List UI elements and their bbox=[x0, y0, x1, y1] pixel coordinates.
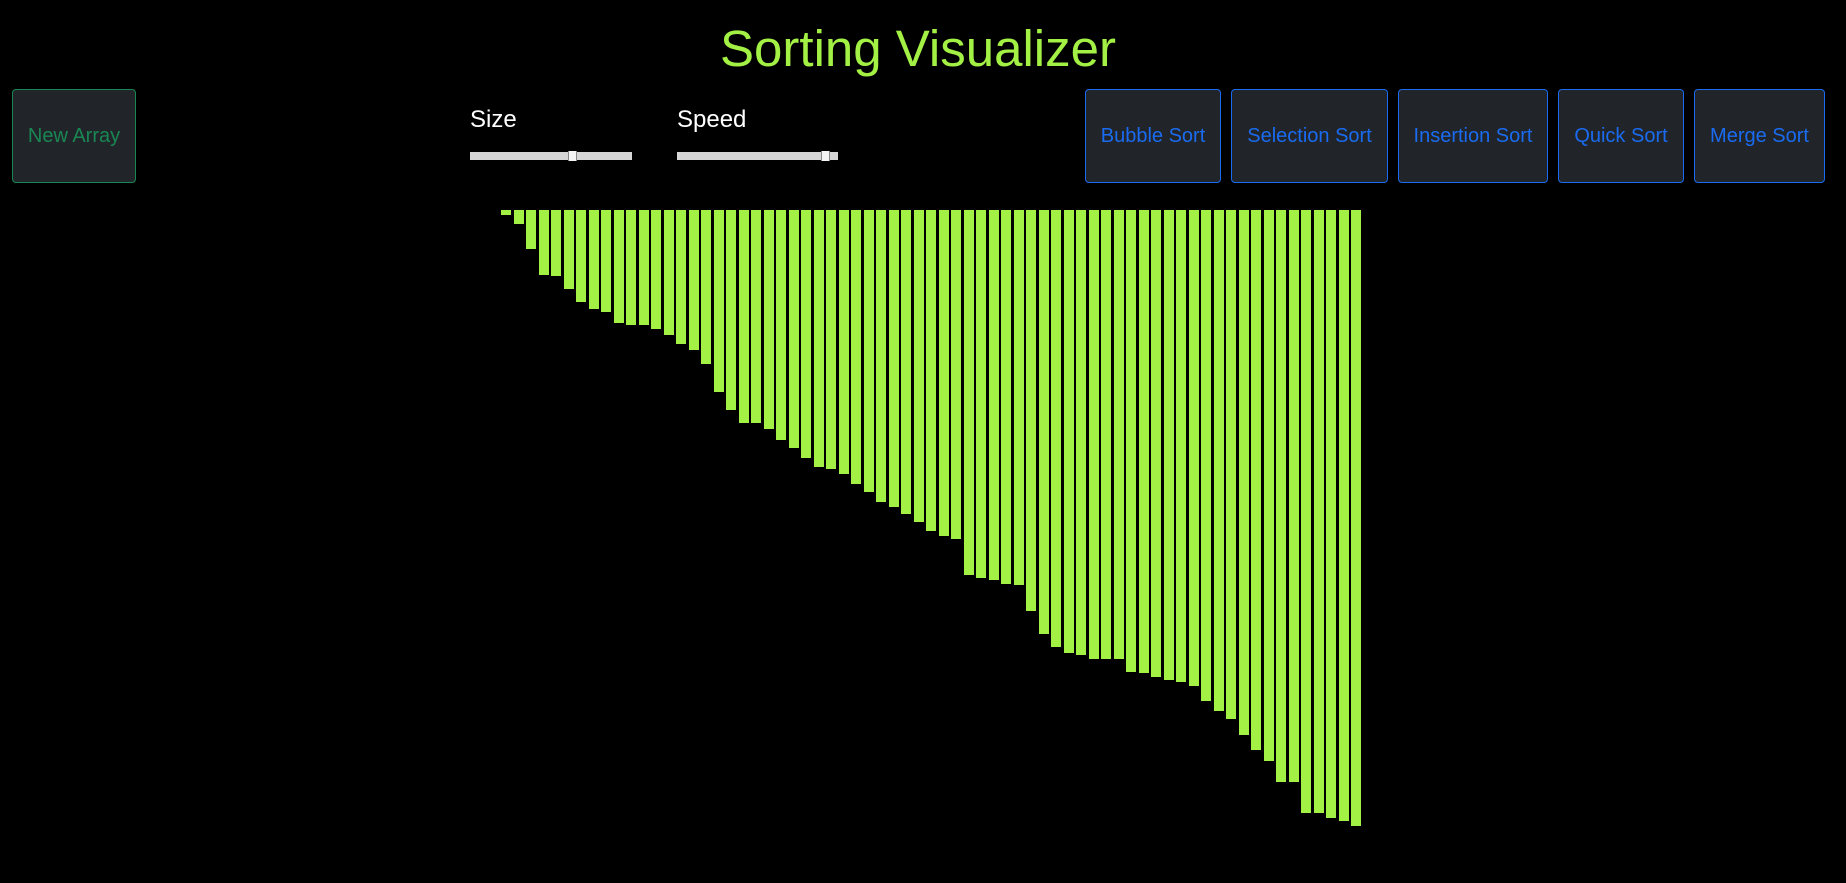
array-bar bbox=[726, 210, 736, 410]
array-bar bbox=[751, 210, 761, 424]
array-bar bbox=[813, 210, 824, 468]
array-bar bbox=[863, 210, 874, 492]
array-bar bbox=[763, 210, 774, 429]
array-bar bbox=[601, 210, 611, 312]
array-bar bbox=[1251, 210, 1261, 750]
array-bar bbox=[1138, 210, 1149, 673]
array-bar bbox=[688, 210, 699, 351]
array-bar bbox=[551, 210, 561, 276]
speed-slider-track-rest bbox=[830, 152, 838, 160]
array-bar bbox=[538, 210, 549, 275]
array-bar bbox=[563, 210, 574, 290]
array-bar bbox=[888, 210, 899, 507]
array-bar bbox=[1188, 210, 1199, 687]
bubble-sort-button[interactable]: Bubble Sort bbox=[1085, 89, 1221, 183]
insertion-sort-button[interactable]: Insertion Sort bbox=[1398, 89, 1548, 183]
size-slider-track-rest bbox=[577, 152, 632, 160]
array-bar bbox=[1076, 210, 1086, 655]
array-bar bbox=[913, 210, 924, 523]
array-bar bbox=[938, 210, 949, 536]
array-bar bbox=[526, 210, 536, 249]
speed-label: Speed bbox=[677, 106, 747, 133]
array-bar bbox=[588, 210, 599, 309]
array-bar bbox=[1163, 210, 1174, 680]
size-label: Size bbox=[470, 106, 517, 133]
array-bar bbox=[676, 210, 686, 345]
array-bar bbox=[1263, 210, 1274, 761]
array-bar bbox=[801, 210, 811, 458]
array-bar bbox=[1001, 210, 1011, 584]
new-array-button[interactable]: New Array bbox=[12, 89, 136, 183]
array-bar bbox=[1101, 210, 1111, 660]
array-bar bbox=[701, 210, 711, 364]
array-bar bbox=[713, 210, 724, 392]
array-bar bbox=[1213, 210, 1224, 712]
array-bar bbox=[1288, 210, 1299, 783]
array-bar bbox=[1201, 210, 1211, 701]
size-slider[interactable] bbox=[470, 151, 632, 161]
array-bar bbox=[1126, 210, 1136, 672]
quick-sort-button[interactable]: Quick Sort bbox=[1558, 89, 1684, 183]
speed-slider-track-filled bbox=[677, 152, 821, 160]
array-bar bbox=[951, 210, 961, 540]
array-bar bbox=[513, 210, 524, 224]
speed-slider-thumb[interactable] bbox=[821, 151, 830, 161]
array-bar bbox=[788, 210, 799, 448]
array-bar bbox=[776, 210, 786, 440]
array-bar bbox=[651, 210, 661, 329]
array-bar bbox=[1051, 210, 1061, 647]
array-bar bbox=[501, 210, 511, 216]
array-bar bbox=[1088, 210, 1099, 660]
array-bar bbox=[988, 210, 999, 580]
array-bar bbox=[826, 210, 836, 470]
array-bar bbox=[1301, 210, 1311, 813]
array-bar bbox=[576, 210, 586, 302]
array-bar bbox=[1013, 210, 1024, 586]
array-bar bbox=[851, 210, 861, 484]
array-bar bbox=[1351, 210, 1361, 826]
selection-sort-button[interactable]: Selection Sort bbox=[1231, 89, 1388, 183]
array-bar bbox=[1238, 210, 1249, 735]
array-bar bbox=[738, 210, 749, 424]
array-bar bbox=[1026, 210, 1036, 612]
array-bar bbox=[638, 210, 649, 326]
array-bar bbox=[613, 210, 624, 323]
array-bar bbox=[963, 210, 974, 575]
array-bar bbox=[901, 210, 911, 515]
array-bar bbox=[1276, 210, 1286, 783]
array-bar bbox=[1151, 210, 1161, 678]
size-slider-track-filled bbox=[470, 152, 568, 160]
speed-slider[interactable] bbox=[677, 151, 838, 161]
array-bar bbox=[1338, 210, 1349, 822]
array-bar bbox=[1113, 210, 1124, 660]
array-bar bbox=[1063, 210, 1074, 653]
merge-sort-button[interactable]: Merge Sort bbox=[1694, 89, 1825, 183]
array-bar bbox=[1226, 210, 1236, 720]
array-bar bbox=[1326, 210, 1336, 819]
array-bar bbox=[663, 210, 674, 336]
array-bar bbox=[626, 210, 636, 326]
array-bar bbox=[1313, 210, 1324, 813]
array-bar bbox=[976, 210, 986, 579]
array-bar bbox=[1176, 210, 1186, 682]
array-bar bbox=[926, 210, 936, 532]
array-bar bbox=[876, 210, 886, 502]
page-title: Sorting Visualizer bbox=[720, 20, 1116, 77]
size-slider-thumb[interactable] bbox=[568, 151, 577, 161]
array-bar bbox=[1038, 210, 1049, 634]
array-bar bbox=[838, 210, 849, 474]
